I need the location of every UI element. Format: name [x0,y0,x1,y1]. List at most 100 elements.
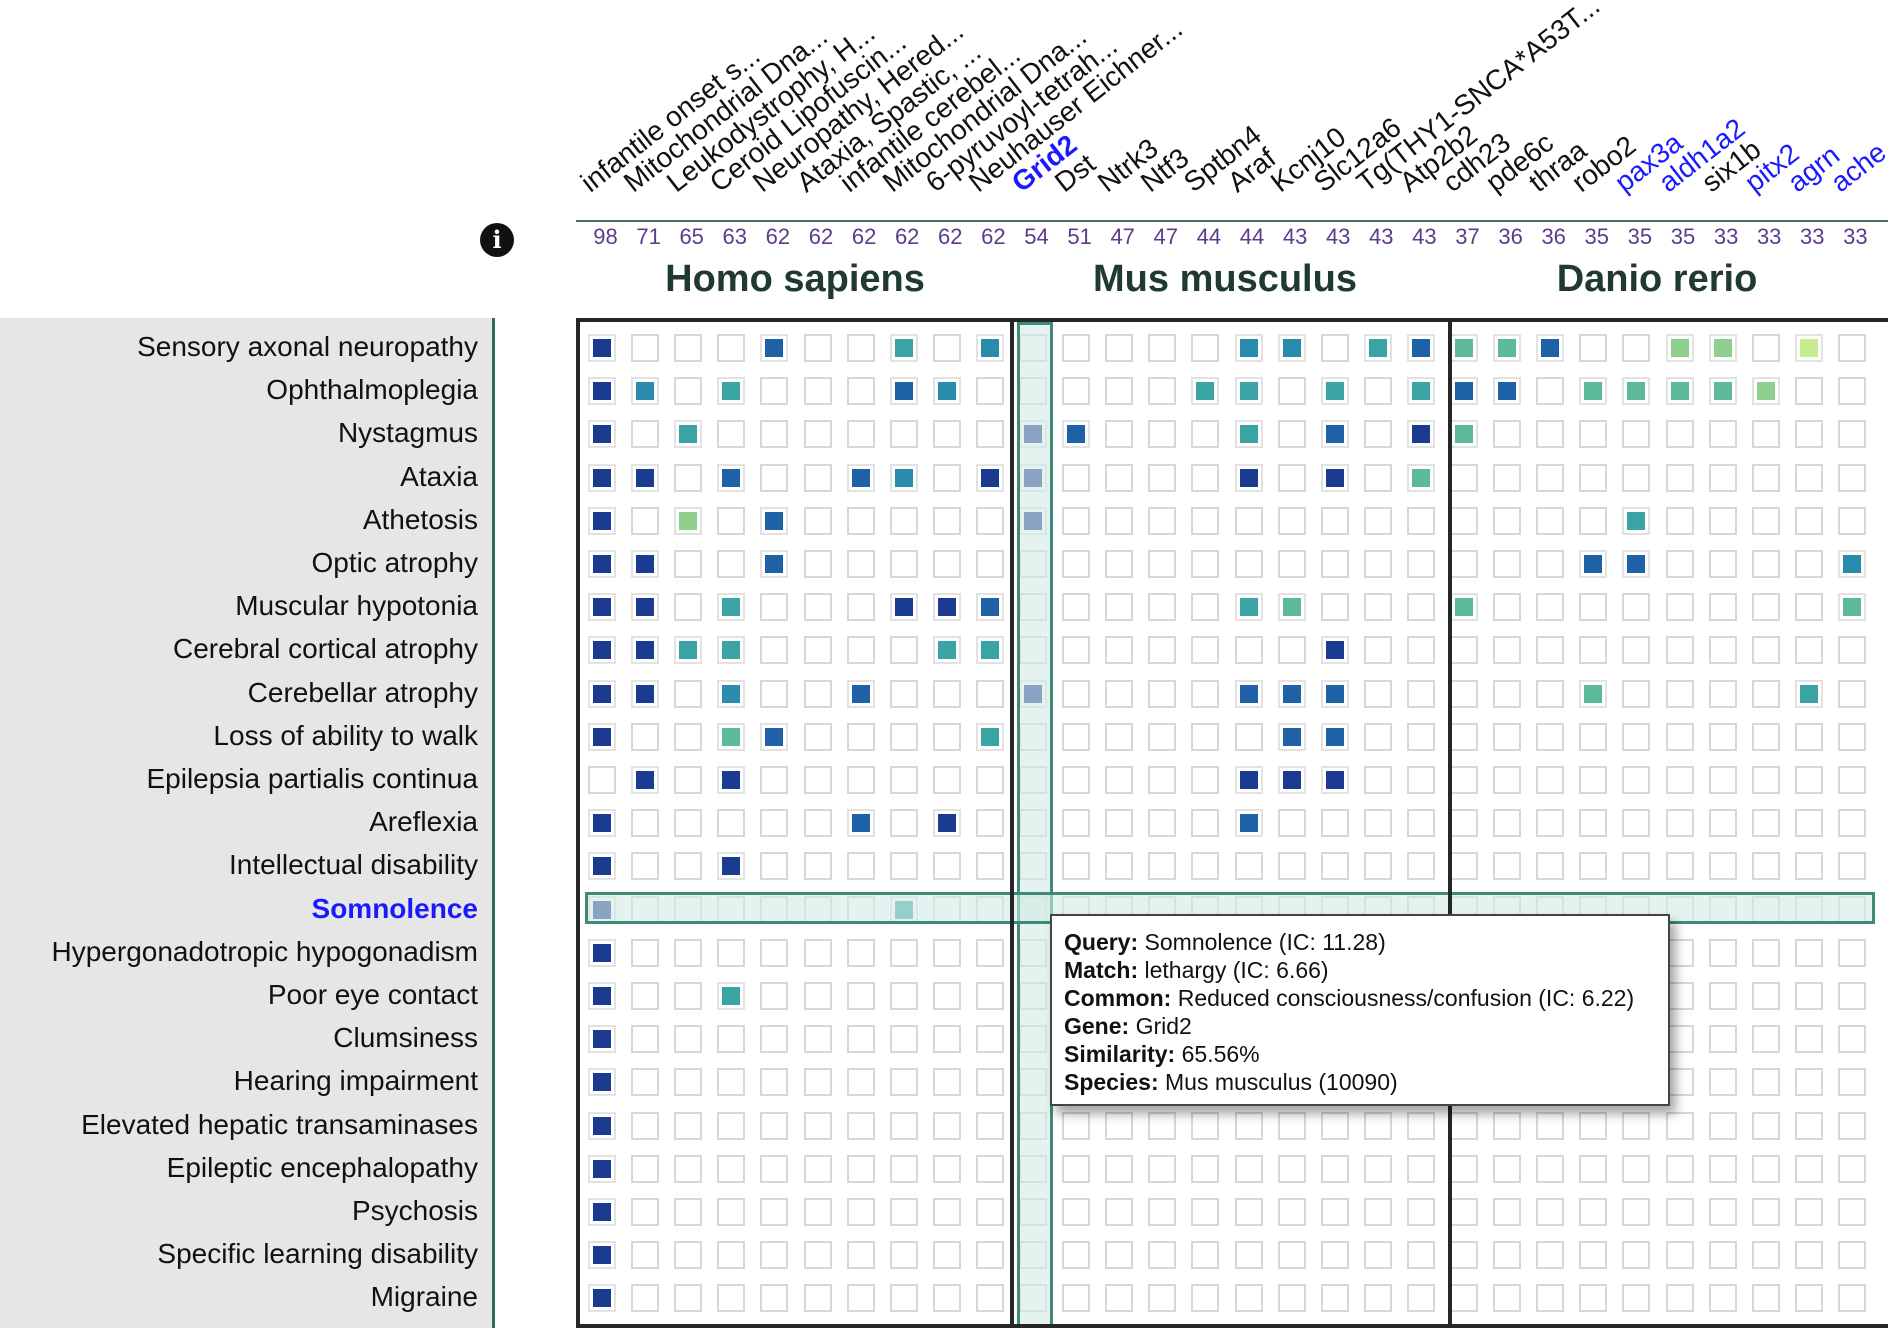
matrix-cell[interactable] [1579,420,1608,449]
matrix-cell[interactable] [588,852,616,881]
matrix-cell[interactable] [1019,1284,1047,1313]
matrix-cell[interactable] [1579,766,1608,794]
matrix-cell[interactable] [1320,809,1349,838]
matrix-cell[interactable] [631,1154,660,1183]
matrix-cell[interactable] [1148,334,1177,362]
matrix-cell[interactable] [674,1241,703,1270]
matrix-cell[interactable] [631,636,660,665]
matrix-cell[interactable] [889,593,918,622]
matrix-cell[interactable] [631,1068,660,1097]
matrix-cell[interactable] [1277,463,1306,492]
matrix-cell[interactable] [889,636,918,665]
matrix-cell[interactable] [932,852,961,881]
matrix-cell[interactable] [1708,420,1737,449]
matrix-cell[interactable] [1234,1154,1263,1183]
matrix-cell[interactable] [1105,679,1134,708]
matrix-cell[interactable] [1450,636,1478,665]
matrix-cell[interactable] [932,982,961,1010]
row-label[interactable]: Hearing impairment [233,1065,478,1097]
matrix-cell[interactable] [1536,636,1565,665]
matrix-cell[interactable] [1579,550,1608,578]
matrix-cell[interactable] [1622,550,1651,578]
matrix-cell[interactable] [1579,463,1608,492]
matrix-cell[interactable] [588,1154,616,1183]
matrix-cell[interactable] [803,679,832,708]
matrix-cell[interactable] [846,1111,875,1140]
info-icon[interactable]: i [480,223,514,257]
matrix-cell[interactable] [1837,420,1866,449]
matrix-cell[interactable] [1708,550,1737,578]
matrix-cell[interactable] [1406,1241,1435,1270]
matrix-cell[interactable] [760,766,789,794]
matrix-cell[interactable] [1277,722,1306,751]
matrix-cell[interactable] [975,766,1004,794]
matrix-cell[interactable] [1536,679,1565,708]
matrix-cell[interactable] [1794,1111,1823,1140]
matrix-cell[interactable] [975,679,1004,708]
matrix-cell[interactable] [1191,722,1220,751]
matrix-cell[interactable] [1450,506,1478,535]
matrix-cell[interactable] [1105,420,1134,449]
matrix-cell[interactable] [1837,506,1866,535]
matrix-cell[interactable] [846,377,875,406]
matrix-cell[interactable] [932,1198,961,1226]
matrix-cell[interactable] [932,593,961,622]
matrix-cell[interactable] [1665,593,1694,622]
matrix-cell[interactable] [1019,1154,1047,1183]
matrix-cell[interactable] [1450,1154,1478,1183]
matrix-cell[interactable] [717,550,746,578]
matrix-cell[interactable] [1277,636,1306,665]
matrix-cell[interactable] [1234,334,1263,362]
matrix-cell[interactable] [1234,679,1263,708]
matrix-cell[interactable] [1493,377,1522,406]
matrix-cell[interactable] [631,982,660,1010]
matrix-cell[interactable] [1622,1198,1651,1226]
matrix-cell[interactable] [1708,679,1737,708]
matrix-cell[interactable] [846,982,875,1010]
matrix-cell[interactable] [588,1025,616,1054]
matrix-cell[interactable] [803,722,832,751]
matrix-cell[interactable] [1363,1284,1392,1313]
matrix-cell[interactable] [846,636,875,665]
matrix-cell[interactable] [1622,679,1651,708]
matrix-cell[interactable] [1450,766,1478,794]
matrix-cell[interactable] [1019,1111,1047,1140]
matrix-cell[interactable] [932,1068,961,1097]
matrix-cell[interactable] [846,722,875,751]
matrix-cell[interactable] [1708,852,1737,881]
matrix-cell[interactable] [1277,809,1306,838]
matrix-cell[interactable] [1363,506,1392,535]
matrix-cell[interactable] [760,1241,789,1270]
matrix-cell[interactable] [1234,1198,1263,1226]
matrix-cell[interactable] [1751,766,1780,794]
matrix-cell[interactable] [1363,809,1392,838]
matrix-cell[interactable] [1148,593,1177,622]
matrix-cell[interactable] [674,1198,703,1226]
matrix-cell[interactable] [1062,1111,1091,1140]
matrix-cell[interactable] [1105,1241,1134,1270]
matrix-cell[interactable] [1450,1284,1478,1313]
matrix-cell[interactable] [1062,852,1091,881]
matrix-cell[interactable] [1579,334,1608,362]
matrix-cell[interactable] [1794,334,1823,362]
matrix-cell[interactable] [1406,1284,1435,1313]
matrix-cell[interactable] [631,463,660,492]
matrix-cell[interactable] [674,938,703,967]
matrix-cell[interactable] [1277,766,1306,794]
matrix-cell[interactable] [1148,1284,1177,1313]
matrix-cell[interactable] [1406,636,1435,665]
matrix-cell[interactable] [1579,852,1608,881]
matrix-cell[interactable] [1751,1068,1780,1097]
matrix-cell[interactable] [932,679,961,708]
matrix-cell[interactable] [1320,1284,1349,1313]
matrix-cell[interactable] [588,334,616,362]
matrix-cell[interactable] [674,420,703,449]
matrix-cell[interactable] [889,463,918,492]
matrix-cell[interactable] [760,334,789,362]
matrix-cell[interactable] [975,722,1004,751]
matrix-cell[interactable] [717,766,746,794]
row-label[interactable]: Clumsiness [333,1022,478,1054]
matrix-cell[interactable] [932,809,961,838]
matrix-cell[interactable] [1837,377,1866,406]
matrix-cell[interactable] [1062,550,1091,578]
